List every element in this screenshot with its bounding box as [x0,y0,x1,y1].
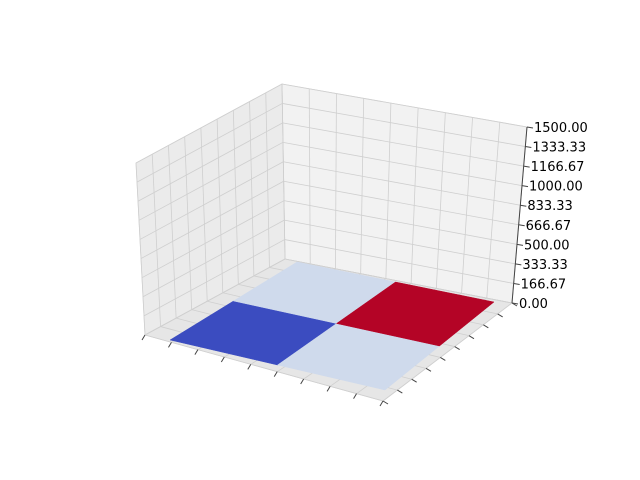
back-wall-gridline [486,122,501,299]
x-axis-tick [141,334,146,341]
x-axis-tick [300,378,305,385]
back-wall-z-gridline [284,258,513,304]
x-axis-tick [326,386,331,392]
left-wall-gridline [249,101,255,276]
z-tick-label: 1166.67 [531,160,585,175]
back-wall-z-gridline [284,219,516,265]
back-wall-z-gridline [283,200,518,245]
y-axis-tick [454,346,460,350]
back-wall-z-gridline [282,103,526,147]
back-wall-z-gridline [283,161,521,206]
z-axis-tick [516,243,524,246]
floor-gridline [144,334,384,402]
z-tick-label: 166.67 [521,277,567,292]
y-axis-tick [468,335,475,340]
left-wall-gridline [184,136,193,310]
back-wall-gridline [435,112,446,289]
back-wall-z-gridline [283,180,519,226]
z-axis-tick [523,165,530,168]
left-wall-gridline [281,83,286,260]
x-axis-tick [379,400,384,407]
z-tick-label: 1333.33 [532,141,586,156]
back-wall-gridline [335,93,337,269]
left-wall-gridline [200,127,208,302]
left-wall-gridline [151,154,161,327]
z-tick-label: 1000.00 [529,180,583,195]
z-tick-label: 0.00 [519,297,548,312]
z-axis-tick [525,146,532,149]
z-axis-line [511,126,528,304]
z-tick-label: 1500.00 [534,121,588,136]
x-axis-tick [273,371,278,377]
x-axis-tick [353,393,357,399]
z-axis-tick [511,302,519,305]
x-axis-tick [194,349,199,355]
left-wall-z-gridline [137,122,283,202]
left-wall-z-gridline [141,200,285,279]
x-axis-tick [247,364,252,370]
z-axis-tick [526,126,534,129]
z-axis-tick [520,204,527,207]
y-axis-tick [483,324,489,329]
left-wall-gridline [216,119,224,293]
x-axis-tick [220,356,225,363]
back-wall-gridline [410,107,419,284]
z-axis-tick [518,224,525,227]
y-axis-tick [425,367,432,372]
z-axis-tick-labels: 0.00 166.67 333.33 500.00 666.67 833.33 1000.0… [511,121,588,312]
left-wall-gridline [135,162,146,336]
axes [141,126,528,407]
left-wall-gridline [265,92,270,268]
left-wall-z-gridline [142,219,285,298]
back-wall-z-gridline [282,141,523,187]
left-wall-z-gridline [139,161,284,240]
z-axis-tick [515,263,522,266]
back-wall-gridline [308,88,311,264]
z-axis-tick [521,185,529,188]
left-wall-z-gridline [144,258,286,336]
back-wall-z-gridline [281,83,528,128]
left-wall-gridline [168,145,177,319]
left-wall-z-gridline [140,180,284,259]
surface-cell [335,281,495,347]
left-wall-gridline [232,110,239,285]
y-axis-tick [411,378,417,383]
left-wall-z-gridline [138,141,284,221]
z-axis-tick [513,282,520,285]
y-axis-tick [440,357,446,361]
back-wall-z-gridline [284,239,514,284]
z-tick-label: 666.67 [526,219,572,234]
z-tick-label: 333.33 [522,258,568,273]
back-wall-z-gridline [282,122,524,167]
left-wall-z-gridline [135,83,283,164]
z-tick-label: 500.00 [524,238,570,253]
x-axis-tick [168,342,172,348]
left-wall-z-gridline [143,239,285,317]
y-axis-tick [497,313,503,318]
back-wall-gridline [385,103,392,279]
surface-plot [169,261,495,391]
y-axis-tick [382,400,389,405]
floor-gridline [382,302,513,402]
y-axis-tick [397,389,403,394]
back-wall-gridline [360,98,365,274]
z-tick-label: 833.33 [527,199,573,214]
left-wall-z-gridline [136,103,283,183]
back-wall-gridline [461,117,473,294]
